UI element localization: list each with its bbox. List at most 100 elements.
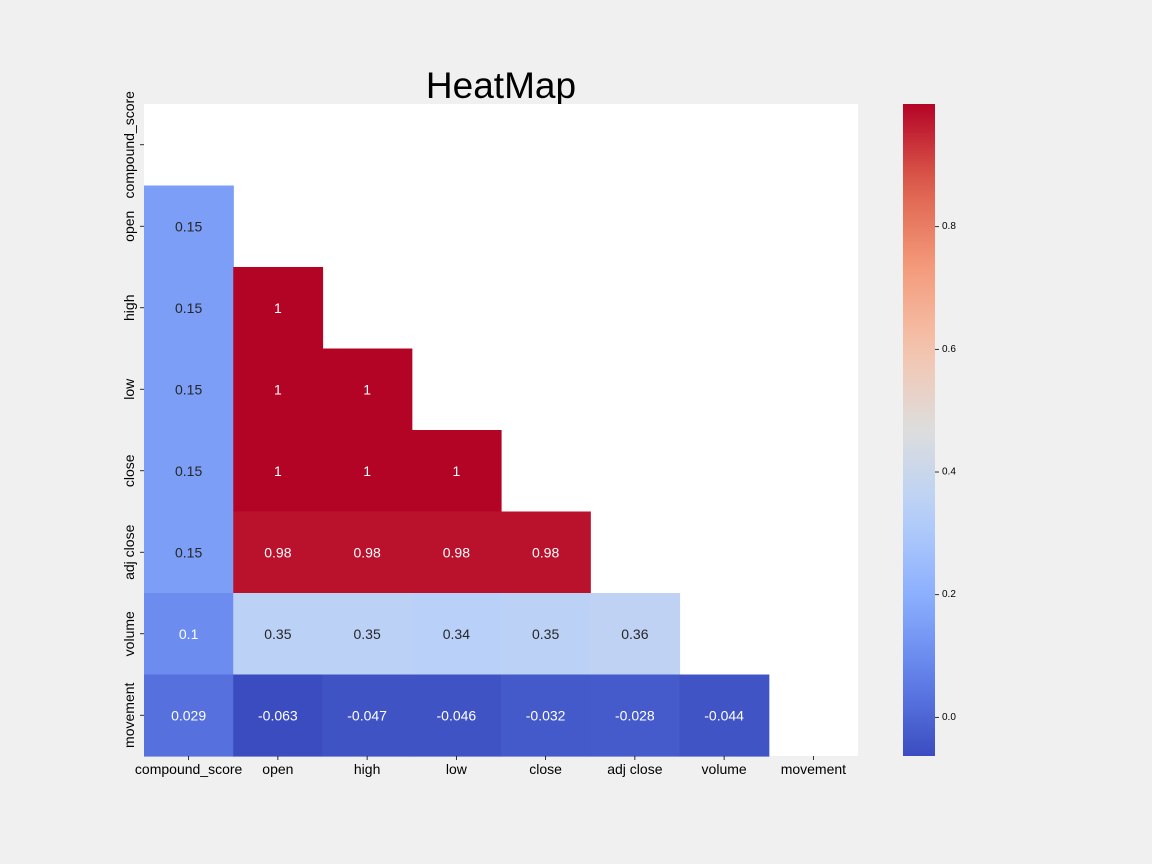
- heatmap-cell-label: 0.98: [443, 544, 470, 560]
- heatmap-cell: 0.35: [322, 593, 413, 676]
- heatmap-cell-rect: [322, 674, 413, 757]
- colorbar-tick-label: 0.2: [942, 589, 956, 600]
- heatmap-cell-label: -0.047: [347, 707, 387, 723]
- x-tick-label: volume: [702, 761, 747, 777]
- x-tick-label: high: [354, 761, 380, 777]
- heatmap-cell: 1: [322, 430, 413, 513]
- heatmap-cell-label: -0.046: [437, 707, 477, 723]
- heatmap-cell-label: 1: [274, 381, 282, 397]
- heatmap-cell-rect: [144, 511, 234, 594]
- heatmap-cell-label: 0.15: [175, 381, 202, 397]
- heatmap-cell-rect: [411, 511, 502, 594]
- x-tick-label: movement: [781, 761, 846, 777]
- y-tick-label: volume: [121, 611, 137, 656]
- heatmap-cell: 0.35: [233, 593, 324, 676]
- x-tick-label: low: [446, 761, 468, 777]
- heatmap-cell-label: 0.34: [443, 626, 470, 642]
- heatmap-cell-rect: [322, 511, 413, 594]
- heatmap-cell-rect: [501, 511, 591, 594]
- y-tick-label: close: [121, 454, 137, 487]
- colorbar-ticks: 0.0 0.2 0.4 0.6 0.8: [935, 221, 956, 723]
- heatmap-cell-rect: [679, 674, 770, 757]
- heatmap-cell-rect: [144, 348, 234, 431]
- heatmap-cell-label: 0.15: [175, 218, 202, 234]
- heatmap-cell-rect: [501, 674, 591, 757]
- heatmap-cell-label: 0.98: [532, 544, 559, 560]
- heatmap-cell: 0.15: [144, 185, 234, 268]
- heatmap-cell-label: -0.032: [526, 707, 566, 723]
- y-tick-label: open: [121, 211, 137, 242]
- colorbar-tick-label: 0.8: [942, 221, 956, 232]
- heatmap-cell-rect: [590, 593, 681, 676]
- heatmap-cell-label: 0.35: [264, 626, 291, 642]
- heatmap-cell-label: -0.063: [258, 707, 298, 723]
- heatmap-cell-label: 1: [452, 463, 460, 479]
- heatmap-cell: 0.35: [501, 593, 591, 676]
- heatmap-cell: -0.063: [233, 674, 324, 757]
- heatmap-cell-rect: [322, 348, 413, 431]
- heatmap-cell: 0.15: [144, 348, 234, 431]
- chart-title: HeatMap: [426, 65, 576, 106]
- y-tick-label: low: [121, 378, 137, 400]
- heatmap-cell-rect: [233, 511, 324, 594]
- heatmap-cell: 1: [233, 267, 324, 350]
- heatmap-cell-label: -0.028: [615, 707, 655, 723]
- heatmap-cell-label: 0.15: [175, 463, 202, 479]
- heatmap-cell-label: 1: [363, 381, 371, 397]
- heatmap-cell-label: 0.1: [179, 626, 199, 642]
- heatmap-cell-rect: [233, 348, 324, 431]
- heatmap-cell-rect: [144, 185, 234, 268]
- y-tick-label: high: [121, 295, 137, 321]
- heatmap-cell: 1: [233, 348, 324, 431]
- y-tick-label: movement: [121, 682, 137, 747]
- heatmap-cell-rect: [144, 593, 234, 676]
- heatmap-cell: -0.044: [679, 674, 770, 757]
- heatmap-cell-label: 0.15: [175, 544, 202, 560]
- heatmap-cell: 1: [411, 430, 502, 513]
- y-tick-label: compound_score: [121, 91, 137, 199]
- heatmap-cell-rect: [411, 593, 502, 676]
- heatmap-cell: 0.98: [501, 511, 591, 594]
- colorbar-tick-label: 0.6: [942, 344, 956, 355]
- y-tick-label: adj close: [121, 524, 137, 579]
- heatmap-cell-label: 1: [274, 300, 282, 316]
- heatmap-cell: 0.98: [411, 511, 502, 594]
- heatmap-cell-rect: [590, 674, 681, 757]
- heatmap-cell-label: 0.98: [354, 544, 381, 560]
- heatmap-cell: 0.36: [590, 593, 681, 676]
- heatmap-cell-label: 0.15: [175, 300, 202, 316]
- heatmap-cell-label: 0.029: [171, 707, 206, 723]
- heatmap-cell: 0.98: [322, 511, 413, 594]
- heatmap-cell: 0.15: [144, 430, 234, 513]
- heatmap-cell-label: 1: [274, 463, 282, 479]
- heatmap-cell-rect: [322, 593, 413, 676]
- heatmap-cell: -0.032: [501, 674, 591, 757]
- heatmap-cell-rect: [411, 430, 502, 513]
- heatmap-cell: 1: [233, 430, 324, 513]
- heatmap-cell-rect: [501, 593, 591, 676]
- heatmap-cell-rect: [233, 674, 324, 757]
- colorbar-tick-label: 0.0: [942, 712, 956, 723]
- heatmap-cell-rect: [233, 593, 324, 676]
- heatmap-cell-label: 0.35: [354, 626, 381, 642]
- heatmap-cell: -0.047: [322, 674, 413, 757]
- heatmap-cell-rect: [233, 267, 324, 350]
- heatmap-cell: -0.046: [411, 674, 502, 757]
- heatmap-cell: 0.34: [411, 593, 502, 676]
- x-axis-ticks: compound_score open high low close adj close v…: [135, 756, 846, 777]
- heatmap-cell-label: 0.36: [621, 626, 648, 642]
- heatmap-cell-rect: [233, 430, 324, 513]
- heatmap-cell: 1: [322, 348, 413, 431]
- heatmap-cell: 0.029: [144, 674, 234, 757]
- x-tick-label: adj close: [607, 761, 662, 777]
- heatmap-cell-label: 0.98: [264, 544, 291, 560]
- heatmap-cell-rect: [144, 674, 234, 757]
- heatmap-cell: 0.15: [144, 267, 234, 350]
- heatmap-cell: 0.98: [233, 511, 324, 594]
- heatmap-cell-rect: [411, 674, 502, 757]
- heatmap-cell: 0.15: [144, 511, 234, 594]
- heatmap-cell-rect: [144, 430, 234, 513]
- heatmap-cell-rect: [322, 430, 413, 513]
